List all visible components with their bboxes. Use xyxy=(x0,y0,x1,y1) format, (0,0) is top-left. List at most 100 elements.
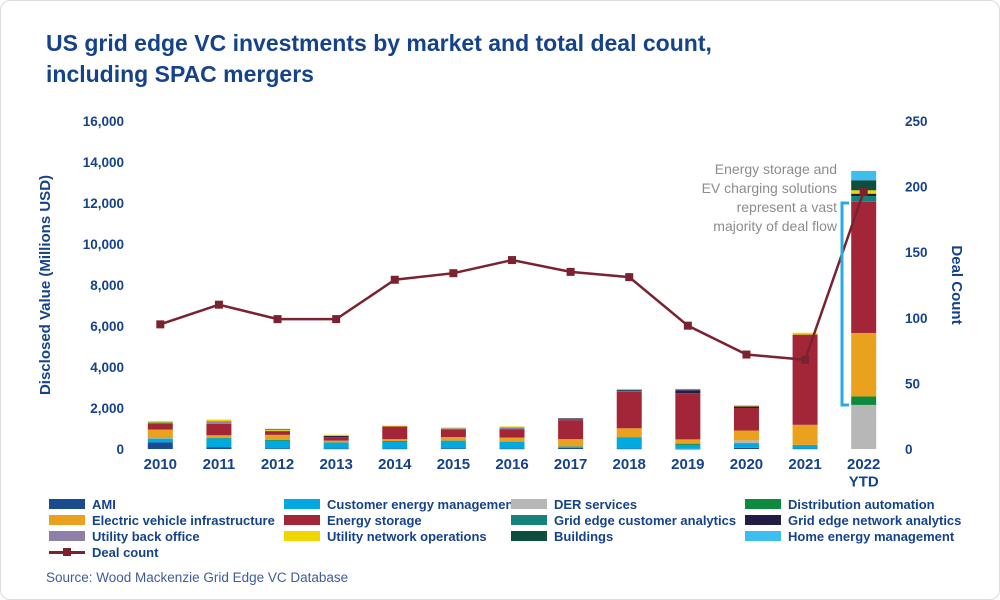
y-right-tick-label: 150 xyxy=(905,245,928,260)
bar-segment-ami xyxy=(792,448,818,450)
bar-segment-grid-edge-network-analytics xyxy=(323,435,349,438)
bar-segment-grid-edge-customer-analytics xyxy=(851,196,877,202)
bar-segment-customer-energy-management xyxy=(382,441,408,449)
bar-segment-utility-network-operations xyxy=(323,434,349,436)
bar-segment-distribution-automation xyxy=(382,441,408,442)
bar-segment-grid-edge-network-analytics xyxy=(558,418,584,419)
bar-segment-der-services xyxy=(851,404,877,449)
deal-count-marker xyxy=(508,256,516,265)
bar-segment-ami xyxy=(206,447,232,449)
bar-segment-energy-storage xyxy=(558,420,584,440)
deal-count-marker xyxy=(214,300,223,309)
bar-segment-utility-back-office xyxy=(499,427,525,430)
bar-segment-utility-network-operations xyxy=(733,405,759,407)
bar-segment-utility-network-operations xyxy=(265,429,291,431)
y-right-tick-label: 200 xyxy=(905,180,928,195)
bar-segment-ami xyxy=(616,448,642,450)
source-note: Source: Wood Mackenzie Grid Edge VC Data… xyxy=(46,570,349,585)
bar-segment-grid-edge-customer-analytics xyxy=(147,422,173,424)
bar-segment-distribution-automation xyxy=(206,437,232,439)
bar-segment-energy-storage xyxy=(616,391,642,429)
x-tick-label: 2020 xyxy=(730,456,763,473)
deal-count-marker xyxy=(742,350,751,359)
bar-segment-grid-edge-customer-analytics xyxy=(616,390,642,392)
y-left-axis-title: Disclosed Value (Millions USD) xyxy=(37,175,54,395)
bar-segment-ami xyxy=(265,448,291,449)
y-left-tick-label: 4,000 xyxy=(90,360,124,375)
bar-segment-ami xyxy=(147,442,173,449)
deal-count-marker xyxy=(273,315,282,324)
y-left-tick-label: 0 xyxy=(116,442,124,457)
bar-segment-utility-network-operations xyxy=(206,419,232,422)
x-tick-label: 2012 xyxy=(261,456,294,473)
y-left-tick-label: 2,000 xyxy=(90,401,124,416)
bar-segment-der-services xyxy=(147,438,173,439)
deal-count-marker xyxy=(156,320,165,329)
x-tick-label: 2013 xyxy=(319,456,352,473)
x-tick-label: 2014 xyxy=(378,456,412,473)
bar-segment-energy-storage xyxy=(265,431,291,435)
bar-segment-electric-vehicle-infrastructure xyxy=(733,430,759,441)
bar-segment-energy-storage xyxy=(792,334,818,425)
y-right-tick-label: 50 xyxy=(905,376,920,391)
deal-count-marker xyxy=(625,273,634,282)
bar-segment-grid-edge-customer-analytics xyxy=(558,418,584,421)
bar-segment-electric-vehicle-infrastructure xyxy=(792,424,818,445)
bar-segment-customer-energy-management xyxy=(323,442,349,449)
bar-segment-ami xyxy=(733,447,759,449)
y-left-tick-label: 10,000 xyxy=(83,237,124,252)
bar-segment-electric-vehicle-infrastructure xyxy=(851,332,877,397)
bar-segment-ami xyxy=(440,448,466,449)
bar-segment-electric-vehicle-infrastructure xyxy=(382,439,408,442)
bar-segment-energy-storage xyxy=(382,426,408,440)
bar-segment-utility-network-operations xyxy=(616,388,642,390)
bar-segment-home-energy-management xyxy=(851,170,877,181)
bar-segment-utility-network-operations xyxy=(499,426,525,428)
bar-segment-energy-storage xyxy=(323,437,349,441)
bar-segment-energy-storage xyxy=(851,201,877,333)
annotation-bracket xyxy=(840,201,849,407)
deal-count-marker xyxy=(449,269,458,278)
x-tick-label: 2022 xyxy=(847,456,880,473)
bar-segment-buildings xyxy=(265,428,291,430)
x-tick-label: 2011 xyxy=(203,456,236,473)
bar-segment-electric-vehicle-infrastructure xyxy=(675,439,701,444)
x-tick-label: 2021 xyxy=(788,456,821,473)
bar-segment-grid-edge-network-analytics xyxy=(733,406,759,408)
bar-segment-electric-vehicle-infrastructure xyxy=(616,428,642,438)
y-left-tick-label: 16,000 xyxy=(83,114,124,129)
x-tick-label: 2015 xyxy=(437,456,470,473)
chart-title: US grid edge VC investments by market an… xyxy=(46,30,712,87)
bar-segment-electric-vehicle-infrastructure xyxy=(323,440,349,443)
annotation-text: Energy storage and EV charging solutions r… xyxy=(702,161,838,234)
bar-segment-customer-energy-management xyxy=(733,443,759,448)
y-right-tick-label: 250 xyxy=(905,114,928,129)
bar-segment-utility-network-operations xyxy=(792,332,818,335)
bar-segment-electric-vehicle-infrastructure xyxy=(147,429,173,439)
deal-count-marker xyxy=(390,275,399,284)
bar-segment-utility-network-operations xyxy=(440,427,466,429)
y-left-tick-label: 14,000 xyxy=(83,155,124,170)
bar-segment-energy-storage xyxy=(206,423,232,436)
x-tick-label: 2010 xyxy=(144,456,177,473)
deal-count-marker xyxy=(859,187,868,196)
bar-segment-grid-edge-network-analytics xyxy=(675,390,701,394)
bar-segment-customer-energy-management xyxy=(675,444,701,449)
bar-segment-energy-storage xyxy=(675,393,701,440)
y-left-tick-label: 12,000 xyxy=(83,196,124,211)
bar-segment-customer-energy-management xyxy=(206,438,232,448)
bar-segment-der-services xyxy=(733,440,759,444)
bar-segment-energy-storage xyxy=(733,408,759,431)
bar-segment-distribution-automation xyxy=(265,439,291,441)
bar-segment-distribution-automation xyxy=(851,396,877,405)
bar-segment-utility-back-office xyxy=(675,388,701,391)
bar-segment-grid-edge-network-analytics xyxy=(616,389,642,391)
bar-segment-customer-energy-management xyxy=(440,440,466,449)
bar-segment-customer-energy-management xyxy=(147,438,173,443)
bar-segment-utility-back-office xyxy=(206,421,232,424)
bar-segment-energy-storage xyxy=(499,429,525,438)
bar-segment-customer-energy-management xyxy=(616,437,642,449)
bar-segment-ami xyxy=(382,448,408,450)
deal-count-marker xyxy=(566,267,575,276)
